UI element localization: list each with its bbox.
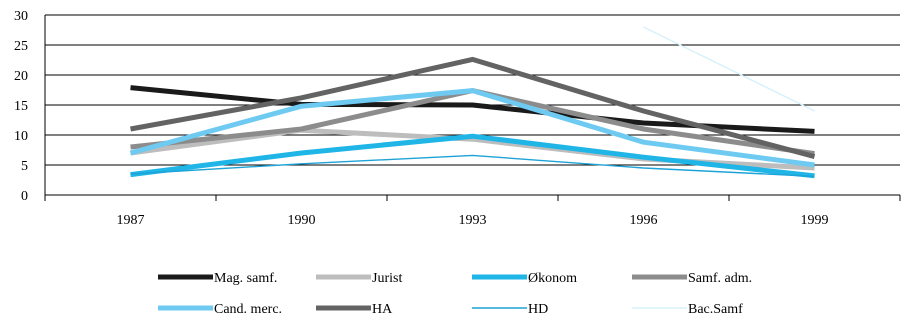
y-tick-label-15: 15: [14, 99, 28, 114]
x-tick-label-1993: 1993: [459, 213, 487, 228]
legend-label-7: Bac.Samf: [688, 302, 743, 317]
y-axis-ticks: 0 5 10 15 20 25 30: [14, 9, 28, 204]
y-tick-label-10: 10: [14, 129, 28, 144]
legend-label-6: HD: [528, 302, 548, 317]
legend-label-4: Cand. merc.: [214, 302, 282, 317]
series-line-6: [130, 154, 815, 178]
x-tick-label-1996: 1996: [630, 213, 658, 228]
x-tick-label-1987: 1987: [117, 213, 145, 228]
series-line-4: [129, 88, 815, 168]
legend-label-2: Økonom: [528, 271, 577, 286]
y-tick-label-5: 5: [21, 159, 28, 174]
legend-label-1: Jurist: [372, 271, 402, 286]
x-axis: 1987 1990 1993 1996 1999: [44, 15, 901, 228]
legend-label-3: Samf. adm.: [688, 271, 752, 286]
legend-label-5: HA: [372, 302, 393, 317]
series-line-5: [130, 56, 816, 160]
legend-label-0: Mag. samf.: [214, 271, 277, 286]
x-tick-label-1999: 1999: [801, 213, 829, 228]
y-tick-label-0: 0: [21, 189, 28, 204]
legend: Mag. samf. Jurist Økonom Samf. adm. Cand. me…: [158, 271, 752, 317]
series-line-7: [643, 26, 815, 112]
y-tick-label-25: 25: [14, 39, 28, 54]
y-tick-label-20: 20: [14, 69, 28, 84]
series-lines: [129, 26, 816, 179]
x-tick-label-1990: 1990: [288, 213, 316, 228]
series-line-2: [130, 133, 815, 179]
y-tick-label-30: 30: [14, 9, 28, 24]
